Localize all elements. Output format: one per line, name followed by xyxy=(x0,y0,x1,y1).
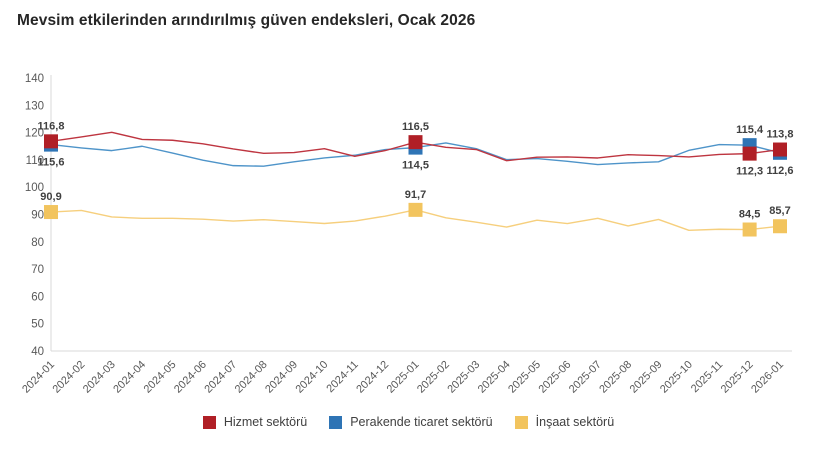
point-value-label: 114,5 xyxy=(402,160,429,172)
series-marker-i-n-aat-sekt-r- xyxy=(408,202,423,217)
y-axis-tick-label: 130 xyxy=(25,100,44,112)
point-value-label: 116,8 xyxy=(38,120,65,132)
series-marker-hizmet-sekt-r- xyxy=(44,134,58,149)
point-value-label: 115,6 xyxy=(38,157,65,169)
point-value-label: 85,7 xyxy=(769,205,790,217)
x-axis-tick-label: 2026-01 xyxy=(749,359,786,396)
chart-legend: Hizmet sektörü Perakende ticaret sektörü… xyxy=(0,415,817,429)
x-axis-tick-label: 2024-05 xyxy=(142,359,179,396)
x-axis-tick-label: 2025-06 xyxy=(536,359,573,396)
x-axis-tick-label: 2024-04 xyxy=(111,359,148,396)
y-axis-tick-label: 110 xyxy=(26,155,44,167)
hizmet-legend-swatch-icon xyxy=(202,415,216,429)
point-value-label: 90,9 xyxy=(40,191,61,203)
perakende-legend-swatch-icon xyxy=(329,415,343,429)
y-axis-tick-label: 80 xyxy=(31,237,44,249)
series-marker-i-n-aat-sekt-r- xyxy=(742,222,757,237)
point-value-label: 112,3 xyxy=(736,166,763,178)
point-value-label: 91,7 xyxy=(405,189,426,201)
y-axis-tick-label: 60 xyxy=(31,291,44,303)
series-marker-hizmet-sekt-r- xyxy=(773,142,787,157)
legend-label-perakende: Perakende ticaret sektörü xyxy=(350,415,493,429)
point-value-label: 116,5 xyxy=(402,121,429,133)
legend-label-insaat: İnşaat sektörü xyxy=(535,415,615,429)
point-value-label: 84,5 xyxy=(739,209,760,221)
insaat-legend-swatch-icon xyxy=(514,415,528,429)
x-axis-tick-label: 2025-09 xyxy=(628,359,665,396)
x-axis-tick-label: 2024-03 xyxy=(81,359,118,396)
series-marker-hizmet-sekt-r- xyxy=(408,135,423,150)
y-axis-tick-label: 140 xyxy=(25,73,44,85)
x-axis-tick-label: 2024-10 xyxy=(293,359,330,396)
x-axis-tick-label: 2024-07 xyxy=(202,359,239,396)
x-axis-tick-label: 2024-06 xyxy=(172,359,209,396)
x-axis-tick-label: 2025-12 xyxy=(719,359,756,396)
x-axis-tick-label: 2025-02 xyxy=(415,359,452,396)
x-axis-tick-label: 2024-12 xyxy=(354,359,391,396)
x-axis-tick-label: 2025-05 xyxy=(506,359,543,396)
y-axis-tick-label: 70 xyxy=(31,264,44,276)
x-axis-tick-label: 2025-01 xyxy=(385,359,422,396)
y-axis-tick-label: 90 xyxy=(31,210,44,222)
chart-title: Mevsim etkilerinden arındırılmış güven e… xyxy=(17,12,476,29)
x-axis-tick-label: 2025-10 xyxy=(658,359,695,396)
point-value-label: 115,4 xyxy=(736,124,764,136)
x-axis-tick-label: 2024-09 xyxy=(263,359,300,396)
x-axis-tick-label: 2025-07 xyxy=(567,359,604,396)
x-axis-tick-label: 2024-01 xyxy=(20,359,57,396)
legend-item-insaat: İnşaat sektörü xyxy=(514,415,615,429)
y-axis-tick-label: 40 xyxy=(31,346,44,358)
legend-label-hizmet: Hizmet sektörü xyxy=(223,415,308,429)
point-value-label: 112,6 xyxy=(767,165,794,177)
series-marker-i-n-aat-sekt-r- xyxy=(44,205,58,220)
point-value-label: 113,8 xyxy=(767,129,794,141)
series-marker-hizmet-sekt-r- xyxy=(742,146,757,161)
series-marker-i-n-aat-sekt-r- xyxy=(773,219,787,234)
x-axis-tick-label: 2024-08 xyxy=(233,359,270,396)
y-axis-tick-label: 50 xyxy=(31,319,44,331)
legend-item-hizmet: Hizmet sektörü xyxy=(202,415,308,429)
x-axis-tick-label: 2024-02 xyxy=(50,359,87,396)
y-axis-tick-label: 100 xyxy=(25,182,44,194)
x-axis-tick-label: 2025-04 xyxy=(476,359,513,396)
x-axis-tick-label: 2025-08 xyxy=(597,359,634,396)
x-axis-tick-label: 2025-03 xyxy=(445,359,482,396)
legend-item-perakende: Perakende ticaret sektörü xyxy=(329,415,493,429)
y-axis-tick-label: 120 xyxy=(25,128,44,140)
